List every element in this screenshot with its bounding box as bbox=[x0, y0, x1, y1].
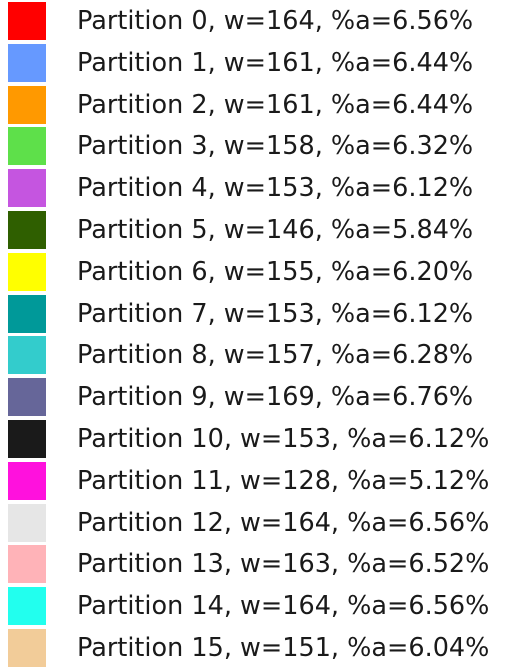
legend-entry: Partition 6, w=155, %a=6.20% bbox=[0, 251, 530, 293]
legend-entry: Partition 3, w=158, %a=6.32% bbox=[0, 125, 530, 167]
legend-entry: Partition 14, w=164, %a=6.56% bbox=[0, 585, 530, 627]
legend-swatch bbox=[8, 503, 46, 542]
legend-swatch bbox=[8, 587, 46, 626]
legend-entry: Partition 11, w=128, %a=5.12% bbox=[0, 460, 530, 502]
legend-swatch bbox=[8, 85, 46, 124]
legend-label: Partition 13, w=163, %a=6.52% bbox=[77, 549, 490, 580]
legend-entry: Partition 0, w=164, %a=6.56% bbox=[0, 0, 530, 42]
legend-label: Partition 10, w=153, %a=6.12% bbox=[77, 424, 490, 454]
legend-label: Partition 1, w=161, %a=6.44% bbox=[77, 47, 474, 78]
legend-entry: Partition 4, w=153, %a=6.12% bbox=[0, 167, 530, 209]
legend-label: Partition 2, w=161, %a=6.44% bbox=[77, 89, 474, 120]
legend-swatch bbox=[8, 629, 46, 667]
legend-swatch bbox=[8, 127, 46, 166]
legend-entry: Partition 15, w=151, %a=6.04% bbox=[0, 627, 530, 669]
legend-label: Partition 6, w=155, %a=6.20% bbox=[77, 256, 474, 287]
legend-entry: Partition 1, w=161, %a=6.44% bbox=[0, 42, 530, 84]
legend-swatch bbox=[8, 294, 46, 333]
legend-entry: Partition 8, w=157, %a=6.28% bbox=[0, 334, 530, 376]
legend-swatch bbox=[8, 461, 46, 500]
legend-entry: Partition 9, w=169, %a=6.76% bbox=[0, 376, 530, 418]
legend-entry: Partition 12, w=164, %a=6.56% bbox=[0, 502, 530, 544]
legend-label: Partition 8, w=157, %a=6.28% bbox=[77, 340, 474, 371]
legend-swatch bbox=[8, 420, 46, 458]
legend-entry: Partition 2, w=161, %a=6.44% bbox=[0, 84, 530, 126]
legend-swatch bbox=[8, 169, 46, 208]
legend-entry: Partition 10, w=153, %a=6.12% bbox=[0, 418, 530, 460]
legend-swatch bbox=[8, 211, 46, 249]
legend-swatch bbox=[8, 336, 46, 375]
legend-entry: Partition 7, w=153, %a=6.12% bbox=[0, 293, 530, 335]
legend-swatch bbox=[8, 43, 46, 82]
legend-label: Partition 4, w=153, %a=6.12% bbox=[77, 173, 474, 204]
legend-label: Partition 3, w=158, %a=6.32% bbox=[77, 131, 474, 162]
legend-swatch bbox=[8, 252, 46, 291]
legend-label: Partition 0, w=164, %a=6.56% bbox=[77, 6, 474, 36]
legend-label: Partition 12, w=164, %a=6.56% bbox=[77, 507, 490, 538]
legend-swatch bbox=[8, 378, 46, 417]
legend-swatch bbox=[8, 2, 46, 40]
legend-label: Partition 11, w=128, %a=5.12% bbox=[77, 465, 490, 496]
legend-entry: Partition 5, w=146, %a=5.84% bbox=[0, 209, 530, 251]
legend-label: Partition 14, w=164, %a=6.56% bbox=[77, 591, 490, 622]
legend-label: Partition 15, w=151, %a=6.04% bbox=[77, 633, 490, 663]
legend-entry: Partition 13, w=163, %a=6.52% bbox=[0, 543, 530, 585]
legend-label: Partition 5, w=146, %a=5.84% bbox=[77, 215, 474, 245]
legend-label: Partition 7, w=153, %a=6.12% bbox=[77, 298, 474, 329]
legend-label: Partition 9, w=169, %a=6.76% bbox=[77, 382, 474, 413]
legend-swatch bbox=[8, 545, 46, 584]
